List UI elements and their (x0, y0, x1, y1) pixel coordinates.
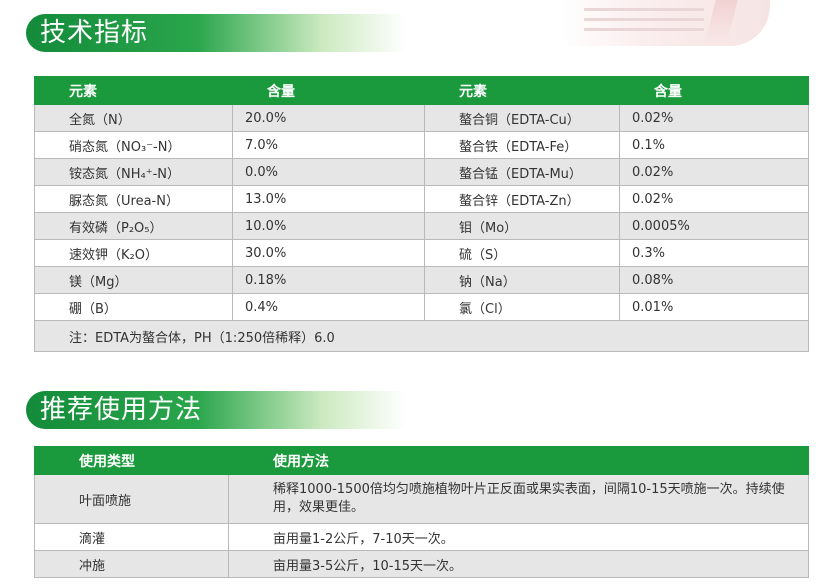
element-content: 30.0% (232, 239, 425, 267)
usage-type: 冲施 (34, 550, 229, 578)
usage-table: 使用类型 使用方法 叶面喷施 稀释1000-1500倍均匀喷施植物叶片正反面或果… (34, 446, 809, 578)
element-name: 硫（S） (424, 239, 620, 267)
usage-header-method: 使用方法 (228, 446, 809, 475)
element-content: 7.0% (232, 131, 425, 159)
spec-section-title: 技术指标 (40, 18, 149, 48)
element-content: 0.02% (619, 104, 809, 132)
element-name: 全氮（N） (34, 104, 233, 132)
table-row: 有效磷（P₂O₅） 10.0% 钼（Mo） 0.0005% (34, 212, 809, 240)
element-name: 镁（Mg） (34, 266, 233, 294)
element-name: 有效磷（P₂O₅） (34, 212, 233, 240)
element-content: 0.18% (232, 266, 425, 294)
usage-header-type: 使用类型 (34, 446, 229, 475)
element-name: 钼（Mo） (424, 212, 620, 240)
faint-text-line (584, 18, 704, 21)
element-name: 螯合铁（EDTA-Fe） (424, 131, 620, 159)
element-name: 螯合锰（EDTA-Mu） (424, 158, 620, 186)
element-content: 13.0% (232, 185, 425, 213)
element-content: 0.01% (619, 293, 809, 321)
usage-section-title: 推荐使用方法 (40, 395, 203, 425)
element-name: 钠（Na） (424, 266, 620, 294)
table-row: 铵态氮（NH₄⁺-N） 0.0% 螯合锰（EDTA-Mu） 0.02% (34, 158, 809, 186)
element-name: 铵态氮（NH₄⁺-N） (34, 158, 233, 186)
usage-method: 亩用量1-2公斤，7-10天一次。 (228, 523, 809, 551)
spec-header-content-2: 含量 (619, 76, 809, 105)
element-name: 硝态氮（NO₃⁻-N） (34, 131, 233, 159)
spec-note: 注：EDTA为螯合体，PH（1:250倍稀释）6.0 (34, 320, 809, 352)
element-name: 硼（B） (34, 293, 233, 321)
element-content: 0.3% (619, 239, 809, 267)
element-name: 脲态氮（Urea-N） (34, 185, 233, 213)
element-name: 螯合铜（EDTA-Cu） (424, 104, 620, 132)
faint-text-line (584, 8, 704, 11)
faint-text-line (584, 28, 704, 31)
element-content: 20.0% (232, 104, 425, 132)
spec-note-row: 注：EDTA为螯合体，PH（1:250倍稀释）6.0 (34, 320, 809, 352)
usage-method: 亩用量3-5公斤，10-15天一次。 (228, 550, 809, 578)
decorative-swoosh (704, 0, 738, 46)
spec-header-content-1: 含量 (232, 76, 425, 105)
table-row: 硼（B） 0.4% 氯（Cl） 0.01% (34, 293, 809, 321)
element-content: 0.0005% (619, 212, 809, 240)
spec-section-header: 技术指标 (26, 14, 406, 52)
table-row: 滴灌 亩用量1-2公斤，7-10天一次。 (34, 523, 809, 551)
element-content: 0.02% (619, 185, 809, 213)
usage-table-header-row: 使用类型 使用方法 (34, 446, 809, 475)
element-name: 氯（Cl） (424, 293, 620, 321)
element-name: 螯合锌（EDTA-Zn） (424, 185, 620, 213)
table-row: 叶面喷施 稀释1000-1500倍均匀喷施植物叶片正反面或果实表面，间隔10-1… (34, 474, 809, 524)
usage-method: 稀释1000-1500倍均匀喷施植物叶片正反面或果实表面，间隔10-15天喷施一… (228, 474, 809, 524)
element-content: 0.02% (619, 158, 809, 186)
element-content: 0.4% (232, 293, 425, 321)
spec-table-header-row: 元素 含量 元素 含量 (34, 76, 809, 105)
table-row: 硝态氮（NO₃⁻-N） 7.0% 螯合铁（EDTA-Fe） 0.1% (34, 131, 809, 159)
element-content: 0.1% (619, 131, 809, 159)
table-row: 脲态氮（Urea-N） 13.0% 螯合锌（EDTA-Zn） 0.02% (34, 185, 809, 213)
element-content: 10.0% (232, 212, 425, 240)
usage-section-header: 推荐使用方法 (26, 391, 406, 429)
usage-type: 滴灌 (34, 523, 229, 551)
element-content: 0.0% (232, 158, 425, 186)
table-row: 速效钾（K₂O） 30.0% 硫（S） 0.3% (34, 239, 809, 267)
spec-header-element-2: 元素 (424, 76, 620, 105)
usage-type: 叶面喷施 (34, 474, 229, 524)
corner-decoration (560, 0, 770, 46)
table-row: 镁（Mg） 0.18% 钠（Na） 0.08% (34, 266, 809, 294)
table-row: 冲施 亩用量3-5公斤，10-15天一次。 (34, 550, 809, 578)
element-name: 速效钾（K₂O） (34, 239, 233, 267)
spec-header-element-1: 元素 (34, 76, 233, 105)
element-content: 0.08% (619, 266, 809, 294)
spec-table: 元素 含量 元素 含量 全氮（N） 20.0% 螯合铜（EDTA-Cu） 0.0… (34, 76, 809, 352)
table-row: 全氮（N） 20.0% 螯合铜（EDTA-Cu） 0.02% (34, 104, 809, 132)
